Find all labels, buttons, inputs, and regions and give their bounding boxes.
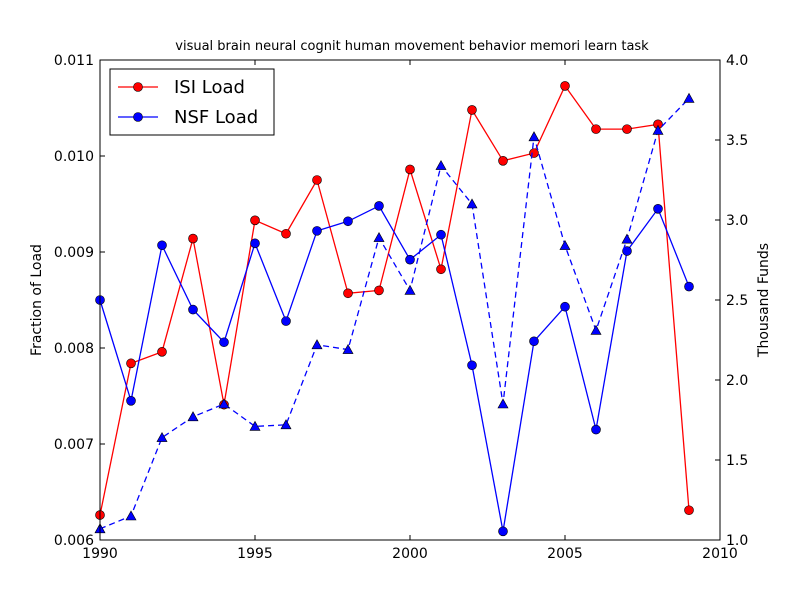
series-0-point-7 [312, 175, 322, 185]
series-0-point-6 [281, 228, 291, 239]
series-2-point-15 [559, 239, 571, 250]
series-2-point-18 [652, 124, 664, 135]
series-1-point-15 [560, 301, 570, 312]
series-1-point-13 [498, 526, 508, 537]
y-tick-label: 0.011 [54, 53, 94, 69]
series-1-point-7 [312, 226, 322, 236]
x-tick-label: 2005 [547, 546, 583, 562]
x-tick-label: 2010 [702, 546, 738, 562]
series-1-point-12 [467, 360, 477, 371]
series-0-point-19 [684, 505, 694, 516]
series-2-point-1 [125, 510, 137, 521]
series-2-point-12 [466, 198, 478, 209]
x-tick-label: 1990 [82, 546, 118, 562]
series-0-point-11 [436, 264, 446, 275]
legend: ISI Load NSF Load [109, 68, 275, 136]
series-0-point-16 [591, 124, 601, 134]
axes: 1990 1995 2000 2005 2010 0.006 0.007 0.008 0.009… [54, 53, 748, 562]
x-tick-label: 1995 [237, 546, 273, 562]
y2-tick-label: 2.0 [726, 373, 748, 389]
series-2-point-6 [280, 419, 292, 430]
series-0-point-9 [374, 285, 384, 296]
series-1-point-4 [219, 337, 229, 348]
series-1-point-5 [250, 238, 260, 249]
y-axis-label: Fraction of Load [29, 244, 45, 356]
y2-axis-label: Thousand Funds [756, 243, 772, 358]
plot-area [94, 81, 695, 537]
series-0-point-13 [498, 156, 508, 166]
series-2-point-5 [249, 420, 261, 431]
series-1-line [99, 205, 690, 532]
y2-tick-label: 2.5 [726, 293, 748, 309]
series-1-point-11 [436, 229, 446, 240]
series-2-point-9 [373, 231, 385, 242]
y2-tick-label: 1.5 [726, 453, 748, 469]
series-0-point-17 [622, 124, 632, 134]
series-0-point-8 [343, 288, 353, 299]
legend-box [109, 68, 275, 136]
series-0-line [99, 84, 690, 516]
series-1-point-18 [653, 204, 663, 214]
x-tick-label: 2000 [392, 546, 428, 562]
series-1-point-6 [281, 316, 291, 326]
y-tick-label: 0.008 [54, 341, 94, 357]
legend-marker-1 [133, 112, 143, 122]
series-2-point-10 [404, 284, 416, 295]
series-2-point-17 [621, 233, 633, 244]
series-1-point-10 [405, 254, 415, 265]
series-0-point-10 [405, 164, 415, 175]
y-tick-label: 0.007 [54, 437, 94, 453]
y-tick-label: 0.006 [54, 533, 94, 549]
y2-tick-label: 4.0 [726, 53, 748, 69]
series-1-point-9 [374, 201, 384, 211]
series-2-point-8 [342, 343, 354, 354]
series-2-point-19 [683, 92, 695, 103]
series-1-point-8 [343, 216, 353, 227]
chart-title: visual brain neural cognit human movemen… [175, 39, 649, 54]
series-2-point-14 [528, 131, 540, 142]
series-0-point-2 [157, 347, 167, 357]
series-2-line [99, 97, 690, 530]
series-1-point-1 [126, 395, 136, 406]
series-2-point-4 [218, 398, 230, 409]
series-2-point-11 [435, 159, 447, 170]
legend-marker-0 [133, 82, 143, 92]
series-0-point-12 [467, 105, 477, 115]
series-1-point-17 [622, 246, 632, 256]
series-1-point-2 [157, 240, 167, 251]
series-1-point-16 [591, 424, 601, 435]
series-2-point-3 [187, 411, 199, 422]
series-2-point-16 [590, 324, 602, 335]
series-0-point-15 [560, 81, 570, 91]
series-2-point-2 [156, 431, 168, 442]
y-tick-label: 0.010 [54, 149, 94, 165]
legend-label: NSF Load [174, 107, 258, 128]
legend-label: ISI Load [174, 77, 245, 98]
series-0-point-3 [188, 233, 198, 244]
series-1-point-3 [188, 304, 198, 315]
y2-tick-label: 3.0 [726, 213, 748, 229]
series-1-point-19 [684, 281, 694, 292]
series-0-point-1 [126, 358, 136, 369]
y2-tick-label: 1.0 [726, 533, 748, 549]
y-tick-label: 0.009 [54, 245, 94, 261]
y2-tick-label: 3.5 [726, 133, 748, 149]
series-0-point-5 [250, 215, 260, 226]
series-1-point-14 [529, 336, 539, 347]
series-2-point-7 [311, 339, 323, 350]
series-2-point-13 [497, 398, 509, 409]
